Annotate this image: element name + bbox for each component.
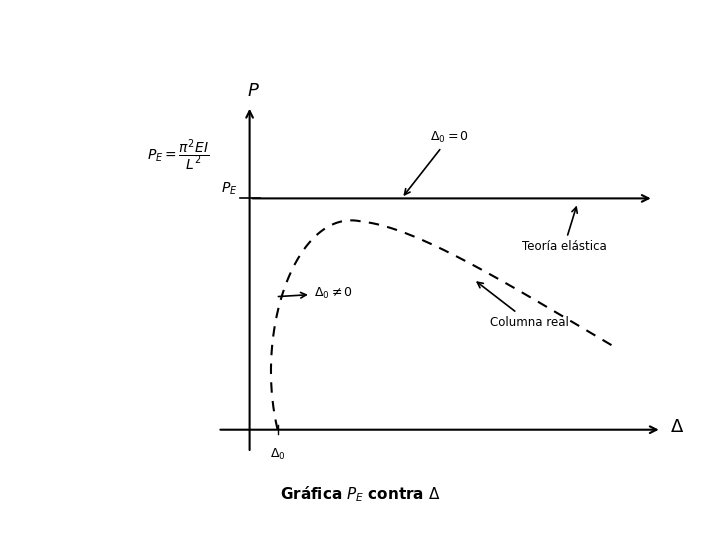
Text: $\Delta_0 \neq 0$: $\Delta_0 \neq 0$ — [279, 286, 353, 301]
Text: $P_E = \dfrac{\pi^2 EI}{L^2}$: $P_E = \dfrac{\pi^2 EI}{L^2}$ — [147, 137, 210, 173]
Text: $\Delta_0$: $\Delta_0$ — [270, 447, 285, 462]
Text: EFECTO: EFECTO — [626, 15, 698, 32]
Text: $\Delta_0 = 0$: $\Delta_0 = 0$ — [405, 130, 469, 195]
Text: alacero   Programa de Apoyo a la Enseñanza de la Construcción en Acero: alacero Programa de Apoyo a la Enseñanza… — [22, 515, 404, 525]
Text: $\Delta$: $\Delta$ — [670, 418, 684, 436]
Text: $\mathbf{Gráfica}\ \mathit{P_E}\ \mathbf{contra}\ \mathit{\Delta}$: $\mathbf{Gráfica}\ \mathit{P_E}\ \mathbf… — [280, 484, 440, 504]
Text: $P_E$: $P_E$ — [221, 180, 238, 197]
Text: Teoría elástica: Teoría elástica — [521, 207, 606, 253]
Text: CURVATURA INICIAL: CURVATURA INICIAL — [512, 42, 698, 59]
Text: 13.  Resistencia de columnas de acero: 13. Resistencia de columnas de acero — [14, 25, 402, 43]
Text: Columna real: Columna real — [477, 282, 569, 329]
Text: $P$: $P$ — [247, 82, 260, 100]
